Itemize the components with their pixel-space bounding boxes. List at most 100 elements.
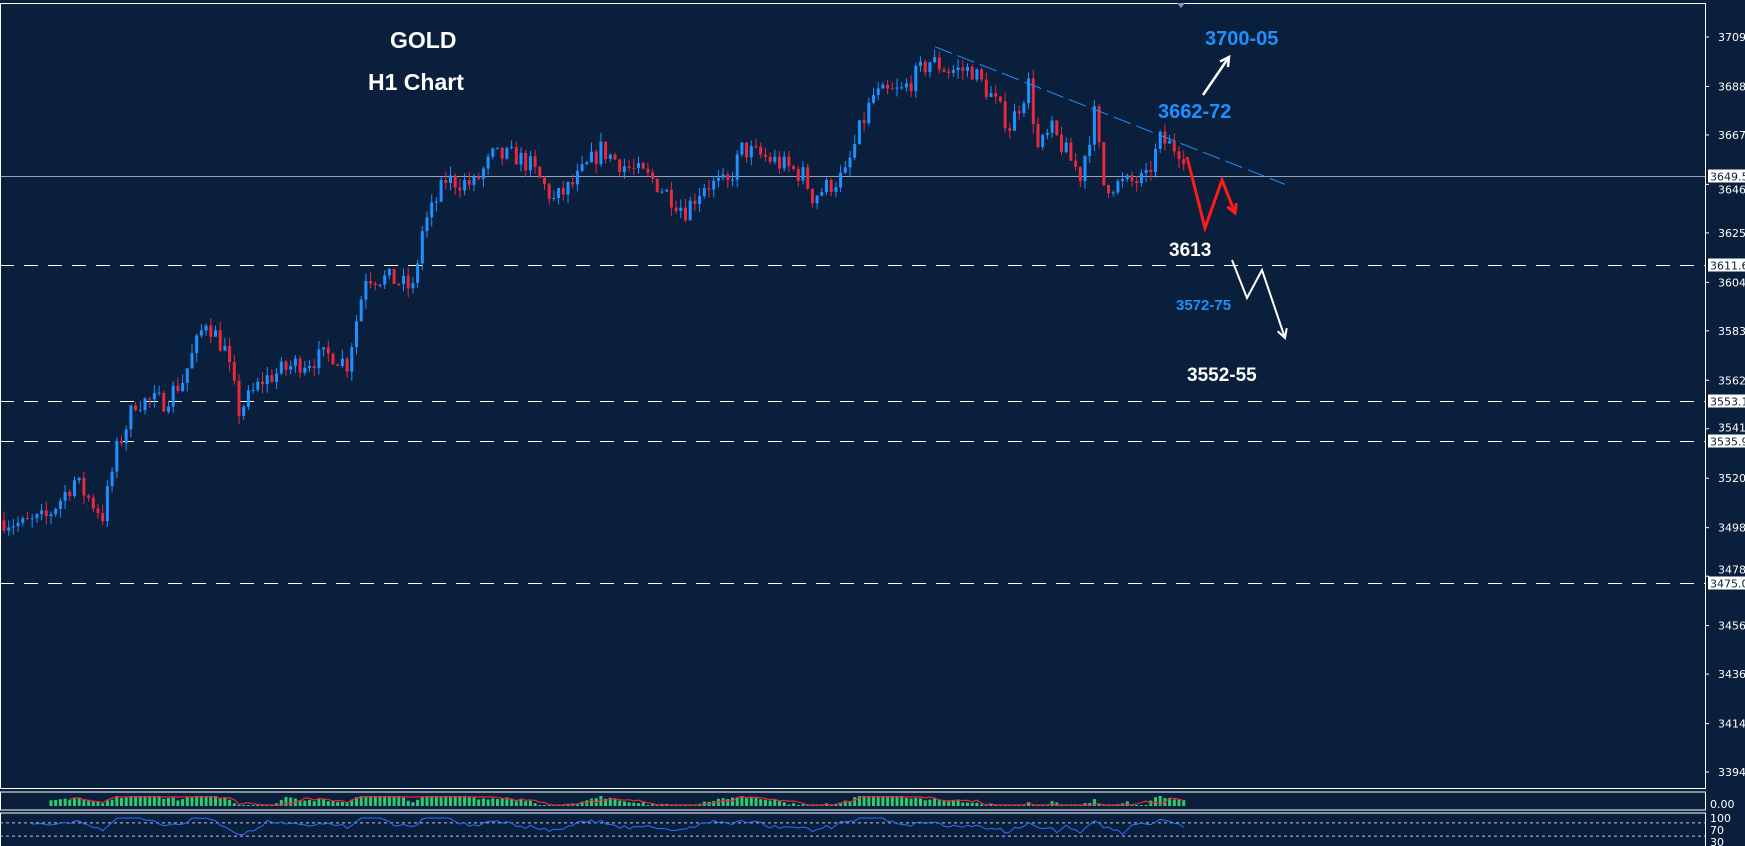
target-label-3552: 3552-55: [1187, 365, 1257, 386]
up-arrow-head-icon: [1219, 54, 1231, 68]
histogram-bar: [524, 801, 528, 806]
histogram-bar: [646, 805, 650, 806]
histogram-bar: [914, 798, 918, 806]
bear-candle: [768, 156, 772, 162]
bull-candle: [359, 299, 363, 322]
histogram-bar: [928, 799, 932, 806]
bear-candle: [120, 441, 123, 444]
histogram-bar: [373, 796, 377, 806]
bull-candle: [383, 275, 387, 285]
histogram-bar: [843, 800, 847, 806]
bull-candle: [190, 353, 194, 369]
bear-candle: [444, 180, 448, 184]
white-projection-arrow-head-icon: [1276, 327, 1288, 340]
drawings: [934, 46, 1288, 340]
bull-candle: [721, 174, 725, 178]
bull-candle: [167, 406, 170, 412]
level-tag: [1708, 394, 1745, 408]
axis-tick-label: 3583.20: [1718, 325, 1745, 338]
bear-candle: [796, 168, 800, 181]
histogram-bar: [378, 796, 382, 806]
histogram-bar: [749, 797, 753, 806]
bear-candle: [44, 510, 48, 517]
bear-candle: [162, 392, 166, 412]
bear-candle: [1177, 151, 1181, 160]
bull-candle: [463, 179, 467, 191]
histogram-bar: [862, 796, 866, 806]
red-projection-arrow: [1185, 156, 1237, 234]
histogram-bar: [1139, 805, 1143, 806]
histogram-bar: [120, 798, 123, 806]
histogram-bar: [735, 797, 739, 806]
histogram-bar: [152, 796, 156, 806]
bull-candle: [853, 143, 857, 158]
level-tag-label: 3475.07: [1710, 578, 1745, 591]
histogram-bar: [801, 804, 805, 806]
histogram-bar: [848, 800, 852, 806]
histogram-bar: [726, 799, 730, 806]
bull-candle: [1111, 192, 1115, 194]
histogram-bar: [1158, 796, 1162, 806]
bull-candle: [138, 410, 142, 412]
bull-candle: [825, 179, 828, 193]
histogram-bar: [627, 802, 631, 806]
histogram-bar: [857, 796, 861, 806]
rsi-panel-border: [0, 812, 1706, 846]
bear-candle: [458, 187, 462, 191]
histogram-bar: [308, 800, 311, 806]
histogram-bar: [406, 800, 410, 806]
histogram-bar: [176, 800, 180, 806]
histogram-bar: [632, 802, 636, 806]
bear-candle: [998, 96, 1002, 102]
histogram-bar: [322, 799, 326, 806]
bull-candle: [21, 518, 25, 523]
bear-candle: [1149, 169, 1153, 172]
histogram-bar: [937, 799, 941, 806]
histogram-bar: [1092, 799, 1096, 806]
axis-tick-label: 3688.00: [1718, 80, 1745, 93]
histogram-bar: [73, 797, 76, 806]
histogram-bar: [340, 802, 344, 806]
price-axis[interactable]: 3611.61 3553.12 3535.95 3475.07 3649.51 3709.…: [0, 3, 1745, 789]
histogram-bar: [148, 796, 152, 806]
bull-candle: [30, 518, 34, 520]
bear-candle: [759, 146, 763, 155]
histogram-bar: [951, 800, 955, 806]
bear-candle: [1074, 160, 1078, 167]
bull-candle: [637, 163, 640, 169]
histogram-bar: [980, 804, 984, 806]
bull-candle: [904, 83, 908, 88]
histogram-bar: [134, 796, 138, 806]
bear-candle: [1182, 159, 1186, 165]
histogram-bar: [566, 805, 570, 806]
bull-candle: [378, 284, 382, 286]
bear-candle: [406, 275, 410, 289]
histogram-bar: [317, 798, 321, 806]
bear-candle: [726, 174, 730, 180]
bull-candle: [989, 93, 993, 97]
histogram-bar: [881, 796, 885, 806]
histogram-bar: [778, 800, 781, 806]
axis-tick-label: 3562.00: [1718, 374, 1745, 387]
bear-candle: [937, 57, 941, 70]
histogram-bar: [232, 803, 236, 806]
main-panel-border: [0, 3, 1706, 789]
histogram-bar: [444, 796, 448, 806]
bull-candle: [1139, 173, 1143, 184]
histogram-bar: [660, 805, 664, 806]
bear-candle: [754, 146, 758, 148]
bull-candle: [195, 335, 199, 354]
bear-candle: [392, 268, 396, 284]
histogram-bar: [637, 803, 640, 806]
histogram-bar: [190, 797, 194, 806]
histogram-bar: [721, 798, 725, 806]
histogram-bar: [420, 796, 424, 806]
histogram-bar: [543, 805, 546, 806]
bull-candle: [749, 146, 753, 158]
histogram-bar: [124, 796, 128, 806]
histogram-bar: [613, 799, 617, 806]
level-tag: [1708, 576, 1745, 590]
histogram-bar: [533, 803, 537, 806]
histogram-bar: [895, 796, 899, 806]
